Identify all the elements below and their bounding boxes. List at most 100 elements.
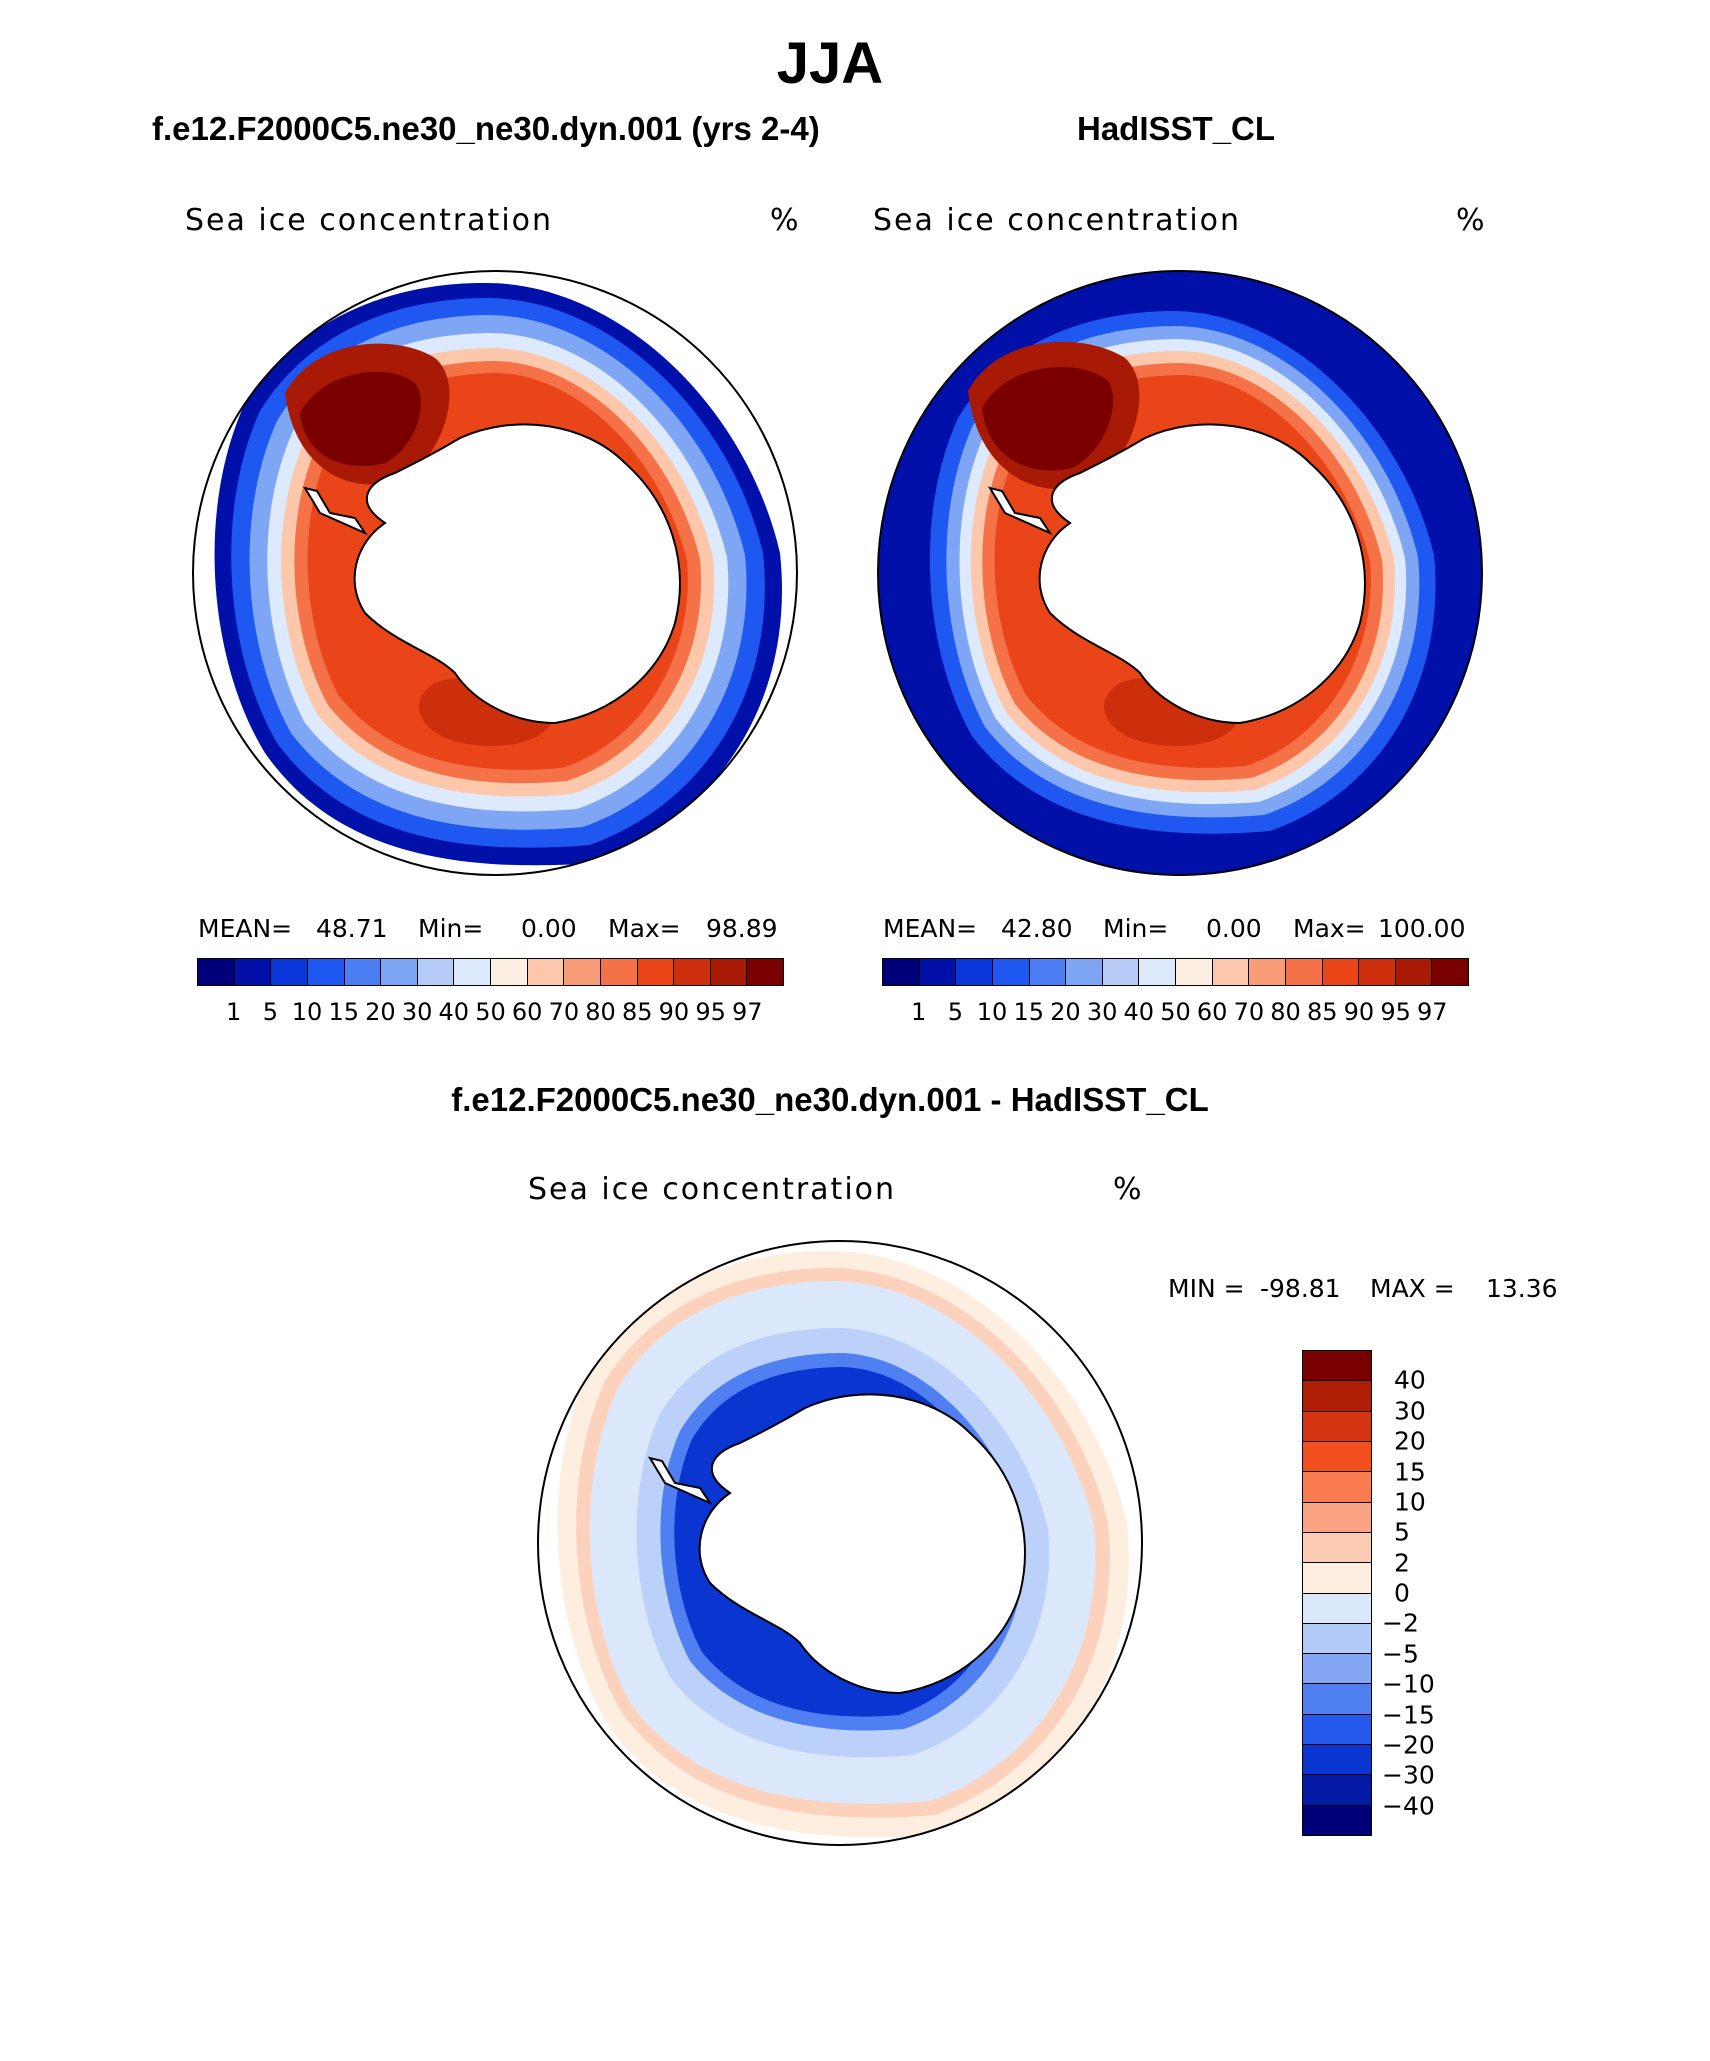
colorbar-tick-label: 10: [976, 998, 1008, 1026]
colorbar-tick-label: 90: [1343, 998, 1375, 1026]
colorbar-tick-label: −20: [1382, 1730, 1435, 1760]
colorbar-tick-label: 2: [1394, 1548, 1410, 1578]
diff-panel-title: f.e12.F2000C5.ne30_ne30.dyn.001 - HadISS…: [451, 1081, 1209, 1118]
colorbar-swatch: [1102, 959, 1140, 985]
colorbar-tick-label: −5: [1382, 1639, 1419, 1669]
colorbar-swatch: [710, 959, 748, 985]
colorbar-tick-label: 80: [1270, 998, 1301, 1026]
colorbar-tick-label: 90: [658, 998, 690, 1026]
colorbar-swatch: [307, 959, 345, 985]
colorbar-swatch: [1303, 1411, 1371, 1442]
colorbar-tick-label: 30: [1086, 998, 1118, 1026]
max-value-obs: 100.00: [1378, 914, 1466, 943]
colorbar-swatch: [600, 959, 638, 985]
units-label-model: %: [770, 203, 801, 238]
panel-title-obs: HadISST_CL: [1077, 110, 1276, 147]
polar-map-obs: [877, 270, 1483, 876]
max-value-diff: 13.36: [1486, 1274, 1558, 1303]
colorbar-swatch: [1303, 1502, 1371, 1533]
colorbar-swatch: [992, 959, 1030, 985]
colorbar-diff: [1302, 1350, 1372, 1836]
max-label-obs: Max=: [1293, 914, 1366, 943]
colorbar-tick-label: 60: [1196, 998, 1228, 1026]
mean-value-obs: 42.80: [1001, 914, 1073, 943]
colorbar-swatch: [454, 959, 491, 985]
colorbar-swatch: [1249, 959, 1286, 985]
colorbar-swatch: [1303, 1684, 1371, 1715]
colorbar-swatch: [1285, 959, 1323, 985]
colorbar-swatch: [1359, 959, 1396, 985]
figure-title: JJA: [776, 31, 884, 96]
colorbar-swatch: [1303, 1563, 1371, 1594]
mean-label-obs: MEAN=: [883, 914, 978, 943]
colorbar-swatch: [1303, 1381, 1371, 1412]
colorbar-tick-label: −10: [1382, 1669, 1435, 1699]
colorbar-tick-label: 5: [947, 998, 964, 1026]
min-label-model: Min=: [418, 914, 484, 943]
colorbar-tick-label: 70: [1233, 998, 1265, 1026]
colorbar-tick-label: 15: [328, 998, 360, 1026]
colorbar-swatch: [1303, 1745, 1371, 1776]
colorbar-tick-label: 95: [695, 998, 726, 1026]
colorbar-swatch: [271, 959, 308, 985]
colorbar-labels-obs: 1 5 10 15 20 30 40 50 60 70 80 85 90 95 97: [882, 998, 1469, 1028]
colorbar-swatch: [417, 959, 455, 985]
variable-label-model: Sea ice concentration: [185, 203, 554, 238]
colorbar-swatch: [1066, 959, 1103, 985]
min-value-model: 0.00: [521, 914, 577, 943]
min-label-obs: Min=: [1103, 914, 1169, 943]
colorbar-tick-label: 40: [1123, 998, 1155, 1026]
colorbar-swatch: [637, 959, 675, 985]
colorbar-swatch: [1303, 1805, 1371, 1835]
colorbar-tick-label: 70: [548, 998, 580, 1026]
colorbar-tick-label: 97: [732, 998, 763, 1026]
min-value-obs: 0.00: [1206, 914, 1262, 943]
min-label-diff: MIN =: [1168, 1274, 1245, 1303]
colorbar-swatch: [919, 959, 957, 985]
stats-diff: MIN = -98.81 MAX = 13.36: [1168, 1274, 1568, 1304]
colorbar-swatch: [1432, 959, 1468, 985]
colorbar-tick-label: 40: [438, 998, 470, 1026]
min-value-diff: -98.81: [1260, 1274, 1341, 1303]
colorbar-tick-label: 30: [401, 998, 433, 1026]
colorbar-tick-label: −40: [1382, 1791, 1435, 1821]
colorbar-obs: [882, 958, 1469, 986]
colorbar-tick-label: 1: [911, 998, 927, 1026]
colorbar-swatch: [1303, 1775, 1371, 1806]
stats-obs: MEAN= 42.80 Min= 0.00 Max= 100.00: [883, 914, 1483, 944]
polar-map-diff: [537, 1240, 1143, 1846]
variable-label-diff: Sea ice concentration: [528, 1172, 897, 1207]
colorbar-swatch: [1303, 1351, 1371, 1382]
colorbar-tick-label: 97: [1417, 998, 1448, 1026]
colorbar-tick-label: 0: [1394, 1578, 1410, 1608]
max-value-model: 98.89: [706, 914, 778, 943]
stats-model: MEAN= 48.71 Min= 0.00 Max= 98.89: [198, 914, 798, 944]
colorbar-swatch: [1212, 959, 1250, 985]
colorbar-swatch: [381, 959, 418, 985]
colorbar-tick-label: 10: [1394, 1487, 1426, 1517]
colorbar-swatch: [883, 959, 920, 985]
colorbar-tick-label: 15: [1013, 998, 1045, 1026]
mean-label-model: MEAN=: [198, 914, 293, 943]
colorbar-tick-label: 15: [1394, 1457, 1426, 1486]
panel-title-model: f.e12.F2000C5.ne30_ne30.dyn.001 (yrs 2-4…: [152, 110, 820, 147]
units-label-obs: %: [1456, 203, 1487, 238]
units-label-diff: %: [1113, 1172, 1144, 1207]
colorbar-tick-label: 20: [1050, 998, 1081, 1026]
colorbar-swatch: [1303, 1532, 1371, 1564]
colorbar-tick-label: 60: [511, 998, 543, 1026]
colorbar-model: [197, 958, 784, 986]
colorbar-tick-label: 85: [621, 998, 653, 1026]
colorbar-tick-label: 30: [1394, 1396, 1426, 1426]
colorbar-tick-label: 50: [475, 998, 506, 1026]
colorbar-swatch: [747, 959, 783, 985]
colorbar-tick-label: 40: [1394, 1365, 1426, 1395]
colorbar-tick-label: 80: [585, 998, 616, 1026]
colorbar-swatch: [198, 959, 235, 985]
variable-label-obs: Sea ice concentration: [873, 203, 1242, 238]
colorbar-swatch: [1395, 959, 1433, 985]
colorbar-tick-label: 95: [1380, 998, 1411, 1026]
colorbar-tick-label: 20: [1394, 1426, 1426, 1456]
colorbar-tick-label: −15: [1382, 1700, 1435, 1729]
colorbar-swatch: [674, 959, 711, 985]
